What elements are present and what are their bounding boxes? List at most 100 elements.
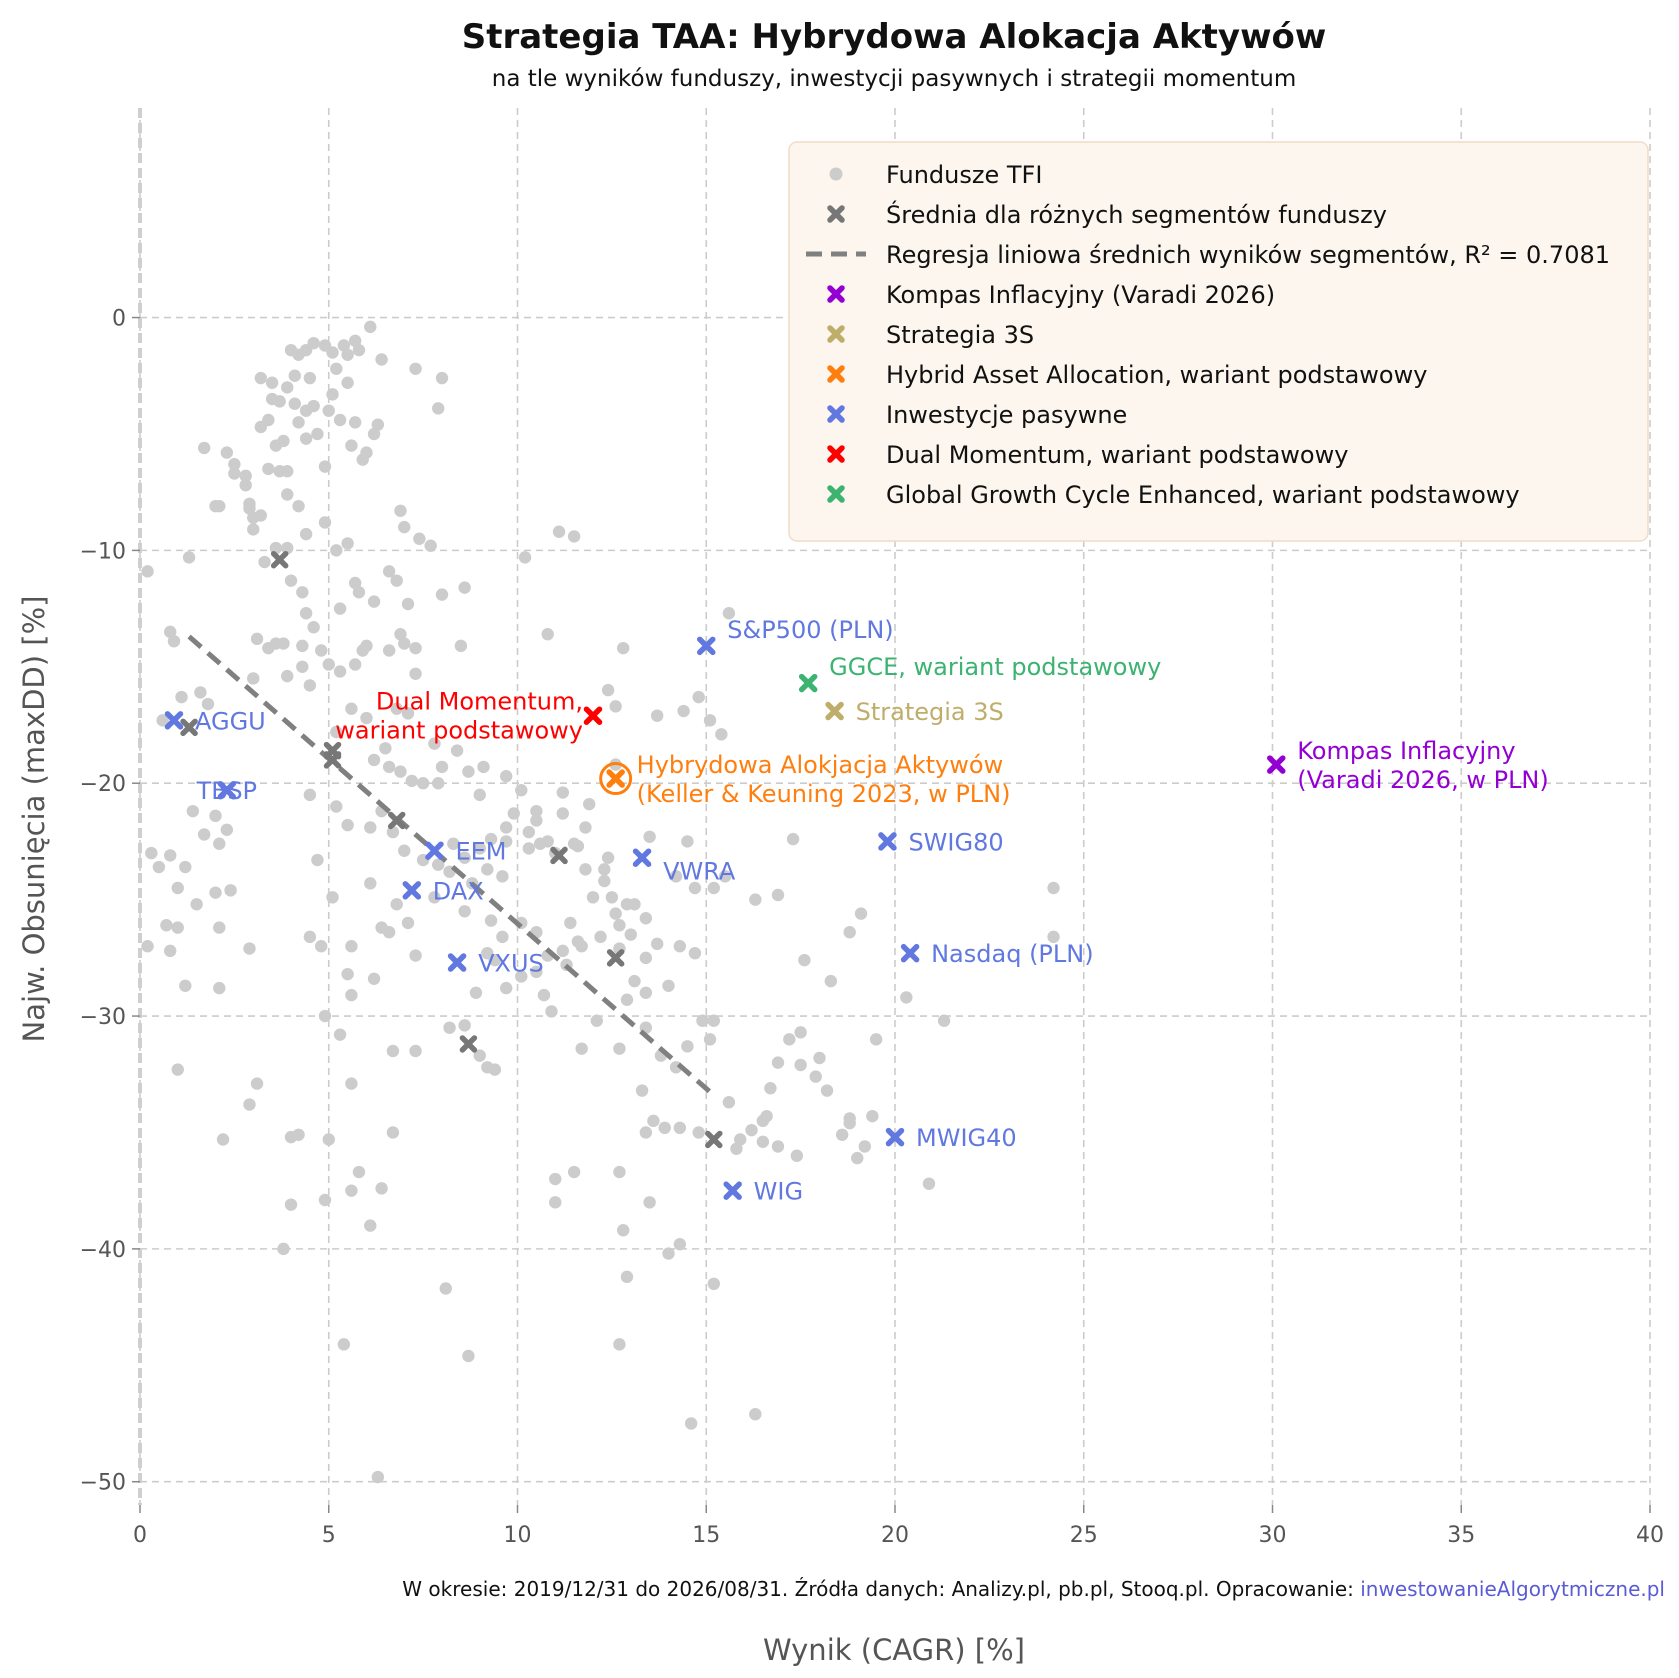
legend-label: Hybrid Asset Allocation, wariant podstaw… [886,361,1427,389]
fund-point [586,891,600,904]
fund-point [541,628,554,641]
fund-point [394,765,407,778]
segment-mean-point [180,718,198,737]
fund-point [556,786,569,799]
fund-point [318,1009,332,1023]
fund-point [790,1149,804,1162]
highlight-wig: WIG [723,1178,803,1206]
fund-point [299,527,313,541]
fund-point [398,520,411,534]
fund-point [473,842,486,855]
highlight-marker-stroke-b [878,832,897,851]
fund-point [265,376,279,389]
fund-point [783,1033,796,1046]
fund-point [311,427,324,441]
fund-point [160,919,173,932]
fund-point [194,686,207,699]
fund-point [330,362,343,375]
fund-point [499,821,513,834]
fund-point [341,376,354,389]
segment-mean-point-stroke-b [459,1035,478,1053]
fund-point [556,807,569,820]
fund-point [197,828,211,841]
fund-point [228,458,241,471]
legend-item: Fundusze TFI [829,161,1042,189]
fund-point [273,395,286,408]
fund-point [201,697,215,711]
highlight-marker-stroke-b [723,1181,742,1200]
legend-marker-stroke-b [827,485,845,503]
x-tick-label: 15 [692,1523,720,1548]
fund-point [247,523,260,536]
fund-point [613,1338,626,1351]
fund-point [360,639,373,653]
fund-point [469,986,483,999]
fund-point [432,777,445,790]
fund-point [284,574,298,587]
fund-point [518,551,532,564]
highlight-label: Strategia 3S [856,698,1004,726]
fund-point [375,921,388,934]
fund-point [771,1056,785,1069]
fund-point [488,1063,502,1076]
fund-point [364,821,377,834]
fund-point [277,637,290,650]
fund-point [843,926,856,939]
fund-point [367,972,381,985]
highlight-marker-stroke-b [402,881,422,900]
highlight-label: Dual Momentum, [376,688,583,716]
legend-item: Kompas Inflacyjny (Varadi 2026) [827,281,1275,309]
fund-point [333,413,347,427]
fund-point [152,860,166,874]
fund-point [292,416,305,429]
fund-point [307,399,320,413]
fund-point [677,704,690,718]
highlight-marker [217,780,237,800]
legend: Fundusze TFI Średnia dla różnych segmentó… [788,141,1649,542]
fund-point [462,1349,475,1363]
fund-point [386,1044,400,1058]
highlight-kompas-inflacyjny: Kompas Inflacyjny(Varadi 2026, w PLN) [1267,737,1549,794]
highlight-label: Kompas Inflacyjny [1297,737,1515,765]
fund-point [613,919,626,932]
fund-point [715,728,728,741]
segment-mean-point [606,949,625,967]
highlight-label: WIG [754,1178,803,1206]
fund-point [171,1063,184,1076]
fund-point [315,644,328,657]
fund-point [164,944,177,958]
fund-point [749,1407,762,1421]
fund-point [481,863,494,876]
fund-point [213,981,226,995]
fund-point [669,870,683,883]
fund-point [182,551,196,564]
fund-point [707,1277,720,1291]
fund-point [262,413,275,427]
fund-point [318,460,332,473]
fund-point [813,1051,826,1065]
fund-point [688,946,702,960]
fund-point [428,737,441,750]
highlight-marker-stroke-b [632,848,652,867]
fund-point [303,788,317,802]
y-axis-label: Najw. Obsunięcia (maxDD) [%] [17,596,51,1043]
fund-point [405,774,418,788]
segment-mean-point-stroke-b [180,718,198,737]
fund-point [443,1021,456,1034]
fund-point [239,469,252,483]
y-tick-label: −10 [80,539,126,564]
fund-point [541,835,554,848]
fund-point [734,1133,747,1146]
fund-point [156,714,169,727]
fund-point [390,898,403,911]
highlight-tbsp: TBSP [196,777,257,805]
legend-marker-stroke-b [827,285,845,303]
fund-point [364,877,377,890]
footer-link[interactable]: inwestowanieAlgorytmiczne.pl [1360,1577,1665,1601]
fund-point [364,1219,377,1232]
fund-point [345,1184,358,1197]
x-axis-ticks: 0 5 10 15 20 25 30 35 40 [133,1505,1664,1548]
highlight-marker [1267,755,1286,774]
fund-point [473,1049,486,1062]
fund-point [730,1142,743,1155]
